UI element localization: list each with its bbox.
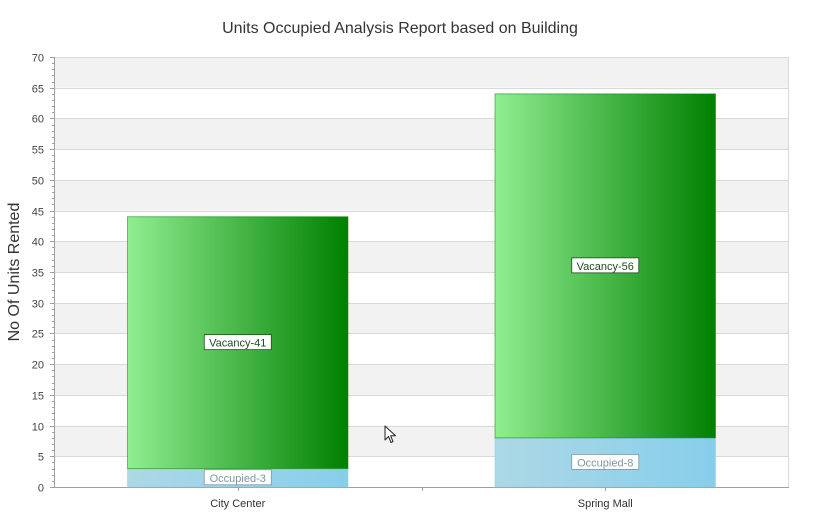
data-label-box <box>571 257 640 274</box>
data-label: Vacancy-41 <box>209 338 266 350</box>
y-tick-label: 40 <box>32 237 44 249</box>
grid-band <box>54 57 789 88</box>
y-tick-label: 50 <box>32 176 44 188</box>
data-label: Vacancy-56 <box>577 261 634 273</box>
y-tick-label: 10 <box>32 422 44 434</box>
x-tick-label: City Center <box>210 498 265 510</box>
y-tick-label: 30 <box>32 299 44 311</box>
y-tick-label: 20 <box>32 360 44 372</box>
y-tick-label: 70 <box>32 53 44 65</box>
data-label-box <box>203 469 272 486</box>
mouse-pointer-icon <box>384 425 396 443</box>
y-tick-label: 0 <box>38 483 44 495</box>
chart-title: Units Occupied Analysis Report based on … <box>222 20 578 37</box>
y-tick-label: 60 <box>32 114 44 126</box>
y-tick-label: 35 <box>32 268 44 280</box>
data-label: Occupied-3 <box>210 473 266 485</box>
y-tick-label: 65 <box>32 84 44 96</box>
data-label: Occupied-8 <box>577 457 633 469</box>
y-tick-label: 55 <box>32 145 44 157</box>
y-tick-label: 15 <box>32 391 44 403</box>
x-tick-label: Spring Mall <box>578 498 633 510</box>
data-label-box <box>203 334 272 351</box>
y-tick-label: 25 <box>32 329 44 341</box>
data-label-box <box>571 454 640 470</box>
y-tick-label: 45 <box>32 207 44 219</box>
y-tick-label: 5 <box>38 452 44 464</box>
